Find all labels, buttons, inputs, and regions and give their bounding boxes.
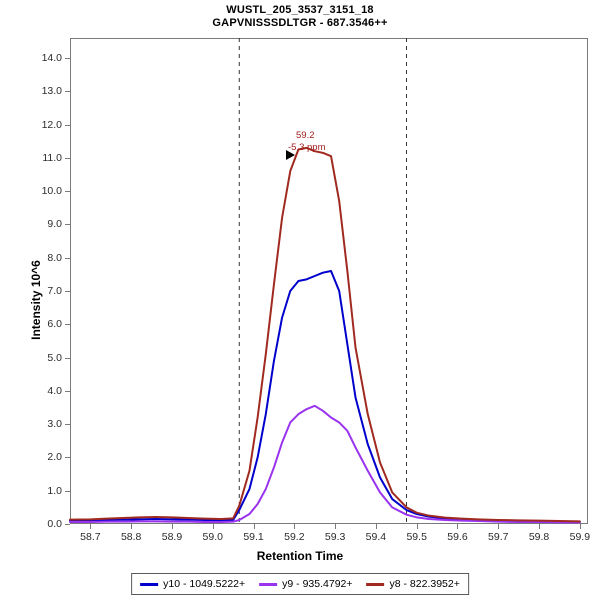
legend-swatch-icon [366, 582, 385, 586]
y-axis-tick-mark [65, 390, 70, 392]
y-axis-tick-mark [65, 324, 70, 326]
y-axis-tick-mark [65, 257, 70, 259]
legend-item-label: y10 - 1049.5222+ [163, 578, 246, 590]
legend-item-label: y9 - 935.4792+ [282, 578, 353, 590]
x-axis-tick-mark [294, 524, 296, 529]
y-axis-tick-label: 11.0 [42, 151, 62, 164]
y-axis-tick-mark [65, 57, 70, 59]
x-axis-title: Retention Time [256, 549, 344, 563]
y-axis-tick-mark [65, 290, 70, 292]
legend-item[interactable]: y9 - 935.4792+ [259, 578, 353, 590]
x-axis-tick-label: 59.6 [447, 531, 468, 543]
y-axis-tick-mark [65, 524, 70, 525]
x-axis-tick-label: 58.7 [80, 531, 101, 543]
x-axis-tick-mark [171, 524, 173, 529]
y-axis-tick-mark [65, 357, 70, 359]
x-axis-tick-label: 59.9 [569, 531, 591, 543]
x-axis-tick-mark [212, 524, 214, 529]
page-title: WUSTL_205_3537_3151_18 [226, 4, 374, 16]
x-axis-tick-label: 59.3 [324, 531, 346, 543]
y-axis-tick-mark [65, 124, 70, 126]
y-axis-tick-label: 10.0 [41, 185, 62, 198]
y-axis-tick-label: 9.0 [47, 218, 62, 231]
chart-title-block: WUSTL_205_3537_3151_18 GAPVNISSSDLTGR - … [0, 4, 600, 30]
y-axis-tick-label: 1.0 [47, 484, 62, 497]
x-axis-tick-label: 59.5 [406, 531, 427, 543]
y-axis-tick-mark [65, 457, 70, 459]
x-axis-tick-mark [375, 524, 377, 529]
annotation-mass-error: -5.3 ppm [288, 142, 326, 153]
x-axis-tick-label: 59.2 [284, 531, 305, 543]
y-axis-tick-label: 7.0 [47, 284, 62, 297]
x-axis-tick-label: 59.0 [202, 531, 223, 543]
x-axis-tick-mark [90, 524, 92, 529]
x-axis-tick-label: 59.8 [528, 531, 550, 543]
apex-marker-icon [286, 150, 295, 160]
y-axis-tick-label: 5.0 [47, 351, 62, 364]
y-axis-tick-mark [65, 224, 70, 226]
x-axis-tick-label: 59.7 [488, 531, 509, 543]
x-axis-tick-label: 59.4 [365, 531, 387, 543]
x-axis-tick-mark [416, 524, 418, 529]
y-axis-tick-label: 2.0 [47, 451, 62, 464]
y-axis-tick-mark [65, 424, 70, 426]
y-axis-tick-label: 6.0 [47, 318, 62, 331]
y-axis-tick-label: 13.0 [41, 85, 62, 98]
y-axis-tick-label: 4.0 [47, 384, 62, 397]
legend-swatch-icon [259, 582, 278, 586]
y-axis-tick-label: 14.0 [41, 51, 62, 64]
y-axis-tick-label: 8.0 [47, 251, 62, 264]
x-axis-tick-mark [253, 524, 255, 529]
x-axis-tick-mark [457, 524, 459, 529]
legend-item[interactable]: y10 - 1049.5222+ [140, 578, 245, 590]
x-axis-tick-label: 59.1 [243, 531, 264, 543]
x-axis-tick-mark [131, 524, 133, 529]
plot-area[interactable] [70, 38, 588, 524]
x-axis-tick-label: 58.8 [120, 531, 142, 543]
x-axis-tick-mark [335, 524, 337, 529]
legend-swatch-icon [140, 582, 159, 586]
x-axis-tick-label: 58.9 [161, 531, 183, 543]
peptide-subtitle: GAPVNISSSDLTGR - 687.3546++ [212, 17, 388, 29]
chart-legend: y10 - 1049.5222+ y9 - 935.4792+ y8 - 822.3… [131, 573, 469, 595]
annotation-retention-time: 59.2 [296, 130, 315, 141]
legend-item[interactable]: y8 - 822.3952+ [366, 578, 460, 590]
y-axis-tick-mark [65, 157, 70, 159]
y-axis-tick-mark [65, 490, 70, 492]
y-axis-tick-label: 3.0 [47, 418, 62, 431]
x-axis-tick-mark [539, 524, 541, 529]
x-axis-tick-mark [498, 524, 500, 529]
y-axis-tick-mark [65, 191, 70, 193]
legend-item-label: y8 - 822.3952+ [389, 578, 460, 590]
x-axis-tick-mark [579, 524, 581, 529]
y-axis-tick-label: 0.0 [47, 518, 62, 530]
y-axis-tick-label: 12.0 [41, 118, 62, 131]
y-axis-tick-mark [65, 91, 70, 93]
